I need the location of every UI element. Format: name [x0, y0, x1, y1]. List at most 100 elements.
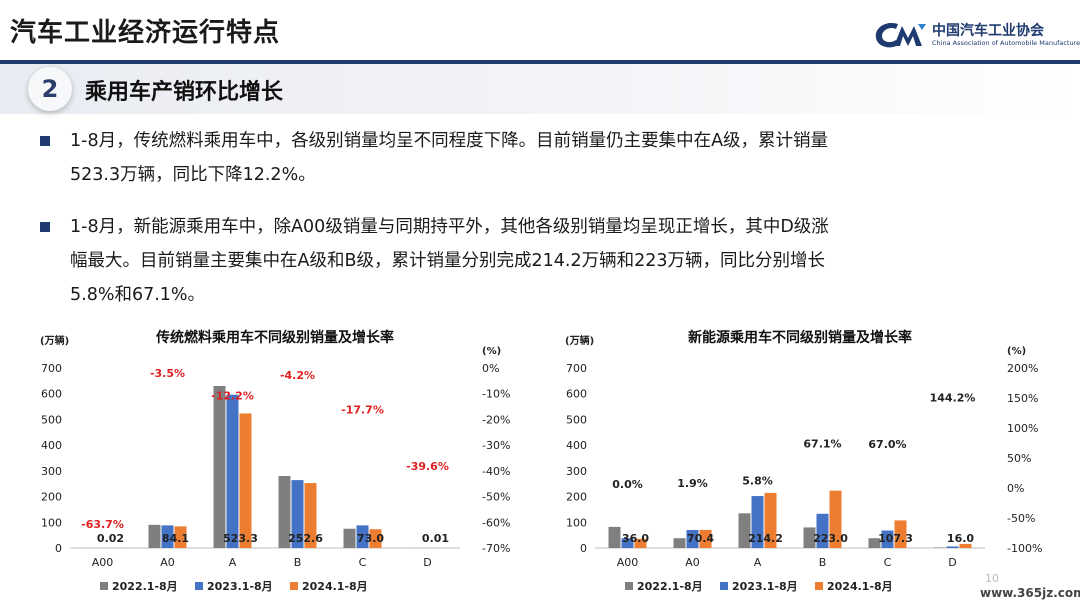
- y2-tick-label: -30%: [482, 439, 510, 452]
- bar-a0-1: [148, 524, 161, 548]
- value-label: 0.02: [97, 532, 124, 545]
- section-title: 乘用车产销环比增长: [85, 80, 284, 105]
- legend-swatch: [290, 582, 298, 590]
- bar-c-1: [343, 528, 356, 548]
- legend-label: 2024.1-8月: [302, 580, 368, 593]
- bar-a00-2: [621, 538, 634, 548]
- y-tick-label: 500: [41, 413, 62, 426]
- legend-swatch: [815, 582, 823, 590]
- page-number: 10: [985, 572, 999, 585]
- x-tick-label: A00: [617, 556, 639, 569]
- nev-sales-chart: 新能源乘用车不同级别销量及增长率 (万辆) (%) 0 100 200 300 400 500 6…: [565, 329, 1042, 593]
- growth-label: -17.7%: [341, 404, 384, 417]
- y2-tick-label: 100%: [1007, 422, 1038, 435]
- value-label: 70.4: [687, 532, 714, 545]
- bar-a0-2: [686, 530, 699, 548]
- bar-c-3: [894, 520, 907, 548]
- growth-label: -39.6%: [406, 460, 449, 473]
- legend-label: 2023.1-8月: [732, 580, 798, 593]
- value-label: 73.0: [357, 532, 384, 545]
- legend-label: 2024.1-8月: [827, 580, 893, 593]
- y-tick-label: 400: [41, 439, 62, 452]
- growth-label: -12.2%: [211, 389, 254, 402]
- header-divider: [0, 60, 1080, 64]
- y-axis-unit: (万辆): [565, 334, 594, 347]
- y2-axis-unit: (%): [1007, 346, 1026, 357]
- bar-c-2: [881, 530, 894, 548]
- bullet-1: 1-8月，传统燃料乘用车中，各级别销量均呈不同程度下降。目前销量仍主要集中在A级…: [40, 124, 1054, 192]
- y2-tick-label: -20%: [482, 413, 510, 426]
- caam-logo: 中国汽车工业协会 China Association of Automobile…: [872, 18, 1080, 52]
- bar-a-2: [751, 496, 764, 548]
- legend-label: 2022.1-8月: [637, 580, 703, 593]
- y2-tick-label: -50%: [1007, 512, 1035, 525]
- bar-b-2: [291, 480, 304, 548]
- bar-a0-3: [174, 526, 187, 548]
- bullet-1-line-2: 523.3万辆，同比下降12.2%。: [70, 165, 316, 185]
- growth-label: -4.2%: [280, 369, 315, 382]
- x-tick-label: C: [884, 556, 892, 569]
- bullet-2-line-2: 幅最大。目前销量主要集中在A级和B级，累计销量分别完成214.2万辆和223万辆…: [70, 251, 825, 271]
- bar-b-3: [829, 490, 842, 548]
- y-tick-label: 700: [566, 362, 587, 375]
- bar-a0-1: [673, 538, 686, 548]
- x-tick-label: A: [754, 556, 762, 569]
- chart-title: 新能源乘用车不同级别销量及增长率: [688, 329, 912, 346]
- y-tick-label: 500: [566, 413, 587, 426]
- y-tick-label: 600: [566, 388, 587, 401]
- y-tick-label: 200: [41, 491, 62, 504]
- header-bar: 汽车工业经济运行特点 中国汽车工业协会 China Association of…: [0, 0, 1080, 60]
- watermark-text: www.365jz.com: [980, 586, 1080, 600]
- y2-tick-label: -40%: [482, 465, 510, 478]
- bar-a-3: [239, 413, 252, 548]
- y2-axis-unit: (%): [482, 346, 501, 357]
- x-tick-label: A: [229, 556, 237, 569]
- bullet-marker-icon: [40, 222, 50, 232]
- bar-d-1: [933, 547, 946, 548]
- y-tick-label: 300: [566, 465, 587, 478]
- y2-tick-label: -50%: [482, 491, 510, 504]
- value-label: 36.0: [622, 532, 649, 545]
- legend-label: 2022.1-8月: [112, 580, 178, 593]
- legend-label: 2023.1-8月: [207, 580, 273, 593]
- legend-swatch: [625, 582, 633, 590]
- y2-tick-label: -60%: [482, 516, 510, 529]
- logo-text-en: China Association of Automobile Manufact…: [932, 39, 1080, 47]
- x-tick-label: A0: [685, 556, 700, 569]
- growth-label: 5.8%: [742, 475, 773, 488]
- bar-d-3: [959, 543, 972, 548]
- bar-a-2: [226, 394, 239, 548]
- bar-a0-3: [699, 529, 712, 548]
- growth-label: 67.1%: [803, 438, 841, 451]
- logo-text-cn: 中国汽车工业协会: [932, 23, 1044, 39]
- x-tick-label: B: [294, 556, 302, 569]
- growth-label: -63.7%: [81, 518, 124, 531]
- bar-b-1: [278, 476, 291, 548]
- legend-swatch: [100, 582, 108, 590]
- y-tick-label: 0: [580, 542, 587, 555]
- y2-tick-label: 200%: [1007, 362, 1038, 375]
- value-label: 252.6: [288, 532, 323, 545]
- x-tick-label: C: [359, 556, 367, 569]
- value-label: 523.3: [223, 532, 258, 545]
- y2-tick-label: 150%: [1007, 392, 1038, 405]
- y2-tick-label: 50%: [1007, 452, 1031, 465]
- value-label: 84.1: [162, 532, 189, 545]
- bar-c-2: [356, 525, 369, 548]
- value-label: 223.0: [813, 532, 848, 545]
- bar-c-3: [369, 529, 382, 548]
- growth-label: -3.5%: [150, 367, 185, 380]
- bullet-2-line-3: 5.8%和67.1%。: [70, 285, 206, 305]
- y2-tick-label: -10%: [482, 388, 510, 401]
- y-axis-unit: (万辆): [40, 334, 69, 347]
- bar-b-2: [816, 513, 829, 548]
- section-band: [0, 64, 1080, 114]
- page-title: 汽车工业经济运行特点: [10, 18, 281, 48]
- bar-c-1: [868, 538, 881, 548]
- ice-sales-chart: 传统燃料乘用车不同级别销量及增长率 (万辆) (%) 0 100 200 300 400 500…: [40, 329, 510, 593]
- y2-tick-label: 0%: [1007, 482, 1024, 495]
- y-tick-label: 700: [41, 362, 62, 375]
- bullet-marker-icon: [40, 136, 50, 146]
- bullet-2: 1-8月，新能源乘用车中，除A00级销量与同期持平外，其他各级别销量均呈现正增长…: [40, 210, 1054, 312]
- bar-a0-2: [161, 525, 174, 548]
